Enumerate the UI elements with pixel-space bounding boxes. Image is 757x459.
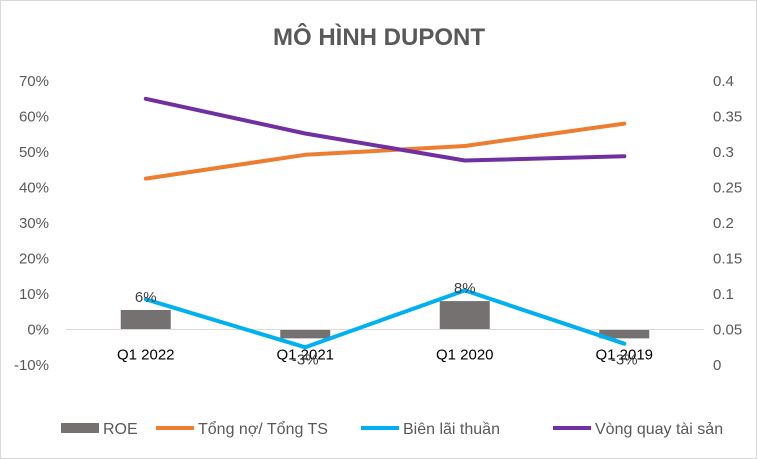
roe-bar [120,309,171,330]
right-tick-label: 0.3 [713,144,734,161]
roe-bars [120,301,650,339]
chart-title: MÔ HÌNH DUPONT [273,23,485,51]
category-labels: Q1 2022 Q1 2021 Q1 2020 Q1 2019 [117,347,653,364]
series-line [143,96,627,163]
left-tick-label: 40% [19,180,49,197]
roe-bar [599,329,650,339]
right-tick-label: 0.4 [713,73,734,90]
legend-label: Biên lãi thuần [403,421,500,438]
legend-label: Tổng nợ/ Tổng TS [198,420,328,438]
category-label: Q1 2020 [436,347,494,364]
roe-data-labels: 6% -3% 8% -3% [135,280,638,368]
roe-data-label: 8% [454,280,476,297]
series-line [143,121,627,181]
roe-data-label: -3% [292,351,319,368]
legend-label: Vòng quay tài sản [595,421,723,438]
left-tick-label: 50% [19,144,49,161]
legend-label: ROE [103,421,138,438]
left-tick-label: 0% [27,322,49,339]
right-tick-label: 0 [713,357,721,374]
left-tick-label: -10% [14,357,49,374]
category-label: Q1 2019 [595,347,653,364]
left-axis-ticks: -10% 0% 10% 20% 30% 40% 50% 60% 70% [14,73,49,374]
right-tick-label: 0.1 [713,286,734,303]
right-tick-label: 0.2 [713,215,734,232]
series-lines [143,96,627,350]
right-tick-label: 0.15 [713,251,742,268]
left-tick-label: 30% [19,215,49,232]
left-tick-label: 10% [19,286,49,303]
category-label: Q1 2022 [117,347,175,364]
roe-bar [280,329,331,339]
right-tick-label: 0.35 [713,109,742,126]
left-tick-label: 20% [19,251,49,268]
right-tick-label: 0.05 [713,322,742,339]
right-tick-label: 0.25 [713,180,742,197]
roe-bar [439,301,490,330]
legend-swatch [61,423,99,433]
right-axis-ticks: 0 0.05 0.1 0.15 0.2 0.25 0.3 0.35 0.4 [713,73,742,374]
roe-data-label: -3% [611,351,638,368]
series-line [143,288,627,350]
category-label: Q1 2021 [276,347,334,364]
left-tick-label: 70% [19,73,49,90]
roe-data-label: 6% [135,289,157,306]
legend: ROE Tổng nợ/ Tổng TS Biên lãi thuần Vòng qu… [61,420,723,438]
left-tick-label: 60% [19,109,49,126]
